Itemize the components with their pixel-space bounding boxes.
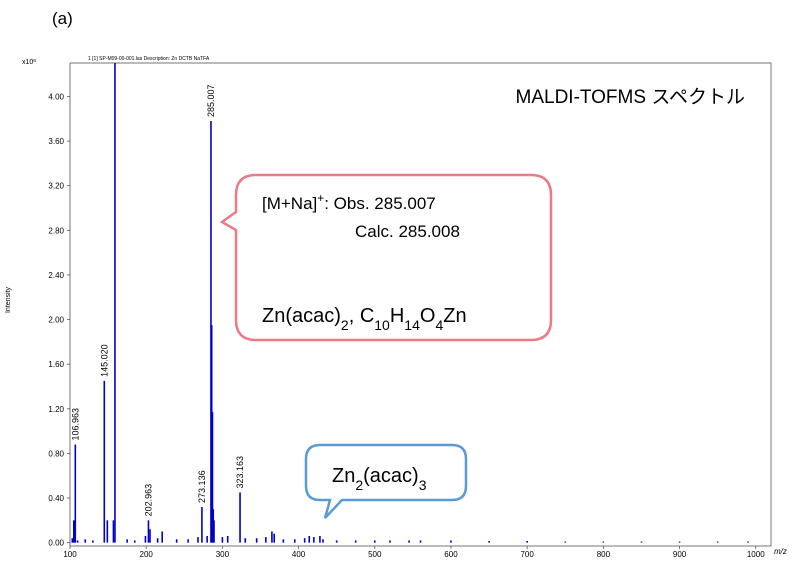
y-tick-label: 1.20	[48, 405, 64, 414]
callout-formula-part: 2	[341, 317, 349, 333]
callout-dimer-box	[304, 443, 468, 519]
peak-label: 145.020	[99, 344, 109, 377]
callout-obs-part: [M+Na]	[262, 194, 317, 213]
peak-label: 106.963	[70, 408, 80, 441]
x-tick-label: 100	[63, 550, 77, 559]
callout-dimer-formula: Zn2(acac)3	[332, 465, 427, 493]
y-tick-label: 1.60	[48, 360, 64, 369]
callout-dimer-formula-part: 2	[355, 477, 363, 493]
x-axis-label: m/z	[774, 547, 787, 556]
y-tick-label: 2.40	[48, 271, 64, 280]
chart-title: MALDI-TOFMS スペクトル	[516, 86, 746, 108]
y-scale-label: x106	[22, 58, 36, 67]
peak-label: 323.163	[235, 456, 245, 489]
callout-dimer-formula-part: (acac)	[363, 465, 419, 487]
y-scale-label-part: x10	[22, 59, 33, 66]
callout-obs: [M+Na]+: Obs. 285.007	[262, 191, 436, 213]
callout-formula-part: 10	[374, 317, 390, 333]
callout-dimer-formula-part: 3	[419, 477, 427, 493]
callout-obs-part: : Obs. 285.007	[324, 194, 436, 213]
callout-main-box	[219, 173, 553, 342]
y-tick-label: 3.20	[48, 182, 64, 191]
y-scale-label-part: 6	[33, 58, 36, 64]
peak-label: 285.007	[206, 84, 216, 117]
callout-formula-part: H	[390, 305, 404, 327]
callout-formula-part: O	[420, 305, 436, 327]
x-tick-label: 200	[140, 550, 154, 559]
y-tick-label: 3.60	[48, 137, 64, 146]
x-tick-label: 500	[368, 550, 382, 559]
y-tick-label: 2.00	[48, 316, 64, 325]
x-tick-label: 800	[597, 550, 611, 559]
callout-obs-part: +	[317, 191, 324, 205]
callout-dimer-formula-part: Zn	[332, 465, 355, 487]
callout-formula-part: Zn	[443, 305, 466, 327]
y-tick-label: 0.40	[48, 494, 64, 503]
x-tick-label: 700	[520, 550, 534, 559]
plot-frame	[69, 62, 772, 547]
callout-formula: Zn(acac)2, C10H14O4Zn	[262, 305, 467, 333]
callout-formula-part: Zn(acac)	[262, 305, 341, 327]
y-axis-label: Intensity	[5, 286, 12, 313]
x-tick-label: 1000	[747, 550, 765, 559]
y-tick-label: 4.00	[48, 92, 64, 101]
callout-formula-part: 14	[404, 317, 420, 333]
x-tick-label: 400	[292, 550, 306, 559]
callout-formula-part: 4	[435, 317, 443, 333]
header: 1 [1] SP-M09-00-001.las Description: Zn …	[88, 56, 210, 62]
callout-formula-part: , C	[349, 305, 375, 327]
panel-label: (a)	[52, 9, 73, 28]
x-tick-label: 300	[216, 550, 230, 559]
y-tick-label: 0.80	[48, 449, 64, 458]
y-tick-label: 0.00	[48, 539, 64, 548]
peak-label: 202.963	[143, 484, 153, 517]
callout-calc: Calc. 285.008	[355, 222, 460, 241]
peaks	[71, 63, 749, 543]
x-tick-label: 600	[444, 550, 458, 559]
x-tick-label: 900	[673, 550, 687, 559]
y-tick-label: 2.80	[48, 226, 64, 235]
peak-label: 273.136	[197, 470, 207, 503]
